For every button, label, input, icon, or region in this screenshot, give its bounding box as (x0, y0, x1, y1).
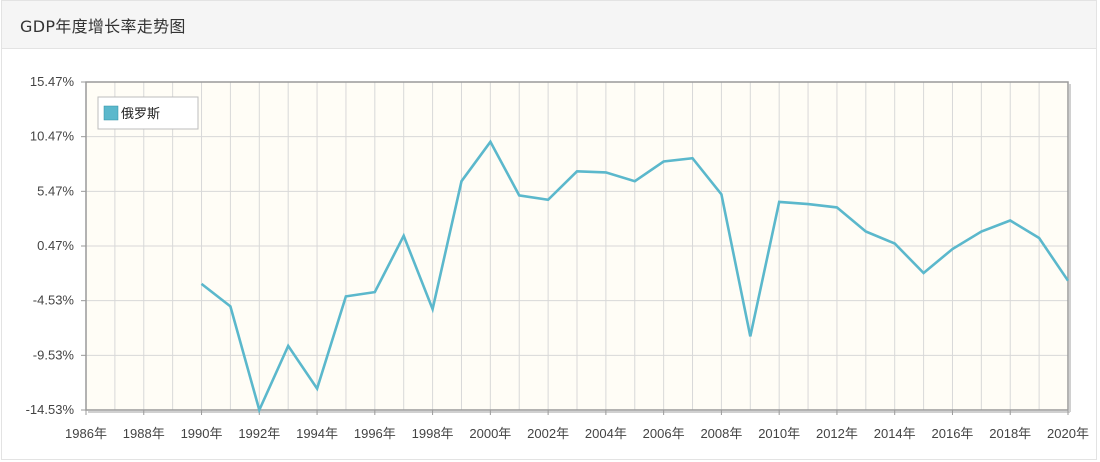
x-axis-ticks: 1986年 1988年 1990年 1992年 1994年 1996年 1998年 2000年… (65, 410, 1089, 441)
x-tick-label: 2004年 (585, 426, 627, 441)
x-tick-label: 2020年 (1047, 426, 1089, 441)
legend-label: 俄罗斯 (121, 107, 160, 122)
x-tick-label: 1992年 (238, 426, 280, 441)
x-tick-label: 2016年 (932, 426, 974, 441)
x-tick-label: 1986年 (65, 426, 107, 441)
x-tick-label: 2018年 (989, 426, 1031, 441)
x-tick-label: 1990年 (181, 426, 223, 441)
x-tick-label: 1998年 (412, 426, 454, 441)
x-tick-label: 2006年 (643, 426, 685, 441)
y-tick-label: -4.53% (33, 293, 75, 308)
x-tick-label: 1994年 (296, 426, 338, 441)
y-tick-label: 0.47% (37, 238, 74, 253)
y-tick-label: -14.53% (26, 402, 75, 417)
x-tick-label: 2010年 (758, 426, 800, 441)
x-tick-label: 2002年 (527, 426, 569, 441)
x-tick-label: 2012年 (816, 426, 858, 441)
y-tick-label: 10.47% (30, 129, 75, 144)
x-tick-label: 1996年 (354, 426, 396, 441)
x-tick-label: 1988年 (123, 426, 165, 441)
y-tick-label: 5.47% (37, 183, 74, 198)
y-tick-label: -9.53% (33, 347, 75, 362)
legend: 俄罗斯 (97, 96, 199, 130)
y-axis-ticks: 15.47% 10.47% 5.47% 0.47% -4.53% -9.53% -14.53… (26, 74, 86, 417)
panel-header: GDP年度增长率走势图 (2, 1, 1096, 49)
legend-swatch (103, 105, 119, 121)
x-tick-label: 2014年 (874, 426, 916, 441)
series-line-russia (200, 139, 1070, 414)
y-tick-label: 15.47% (30, 74, 75, 89)
x-tick-label: 2000年 (469, 426, 511, 441)
x-tick-label: 2008年 (700, 426, 742, 441)
page-title: GDP年度增长率走势图 (20, 16, 186, 36)
